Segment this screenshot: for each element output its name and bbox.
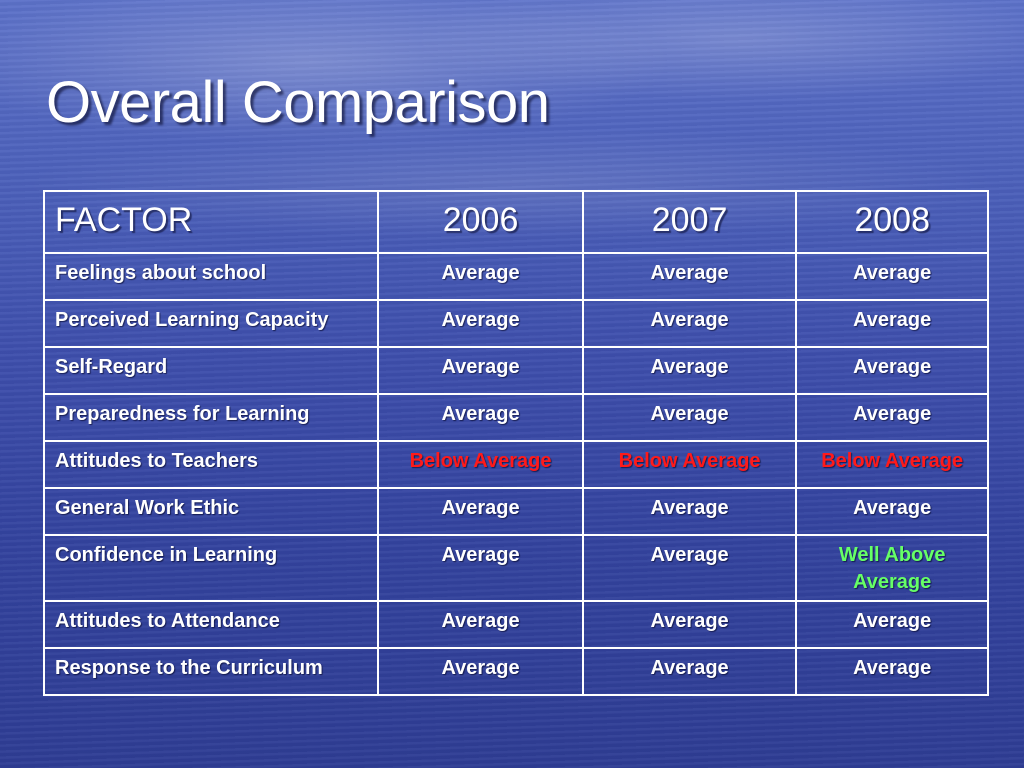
rating-cell: Average <box>377 600 584 649</box>
factor-cell: Confidence in Learning <box>42 534 380 602</box>
rating-cell: Average <box>795 299 989 348</box>
rating-cell: Average <box>581 600 798 649</box>
table-row: Attitudes to Attendance Average Average … <box>42 600 989 649</box>
header-row: FACTOR 2006 2007 2008 <box>42 190 989 254</box>
rating-cell: Average <box>377 487 584 536</box>
rating-cell: Average <box>377 299 584 348</box>
rating-cell-well-above-average: Well Above Average <box>795 534 989 602</box>
table-row: Response to the Curriculum Average Avera… <box>42 647 989 696</box>
rating-cell: Average <box>581 346 798 395</box>
header-2008: 2008 <box>795 190 989 254</box>
slide-title: Overall Comparison <box>46 70 550 135</box>
factor-cell: Feelings about school <box>42 252 380 301</box>
rating-cell: Average <box>795 393 989 442</box>
rating-cell-below-average: Below Average <box>581 440 798 489</box>
rating-cell-below-average: Below Average <box>795 440 989 489</box>
factor-cell: Attitudes to Attendance <box>42 600 380 649</box>
rating-cell: Average <box>795 346 989 395</box>
rating-cell: Average <box>581 534 798 602</box>
rating-cell-below-average: Below Average <box>377 440 584 489</box>
table-row: Self-Regard Average Average Average <box>42 346 989 395</box>
table-row: Preparedness for Learning Average Averag… <box>42 393 989 442</box>
table-row: Confidence in Learning Average Average W… <box>42 534 989 602</box>
rating-cell: Average <box>377 346 584 395</box>
factor-cell: Self-Regard <box>42 346 380 395</box>
rating-cell: Average <box>795 647 989 696</box>
table-row: Perceived Learning Capacity Average Aver… <box>42 299 989 348</box>
rating-cell: Average <box>795 487 989 536</box>
rating-cell: Average <box>581 252 798 301</box>
rating-cell: Average <box>377 252 584 301</box>
rating-cell: Average <box>377 534 584 602</box>
factor-cell: Perceived Learning Capacity <box>42 299 380 348</box>
rating-cell: Average <box>377 647 584 696</box>
rating-cell: Average <box>581 487 798 536</box>
factor-cell: Response to the Curriculum <box>42 647 380 696</box>
rating-cell: Average <box>377 393 584 442</box>
comparison-table: FACTOR 2006 2007 2008 Feelings about sch… <box>42 190 989 696</box>
table-row: Attitudes to Teachers Below Average Belo… <box>42 440 989 489</box>
header-2006: 2006 <box>377 190 584 254</box>
rating-cell: Average <box>795 600 989 649</box>
header-2007: 2007 <box>581 190 798 254</box>
rating-cell: Average <box>581 647 798 696</box>
table-row: General Work Ethic Average Average Avera… <box>42 487 989 536</box>
rating-cell: Average <box>581 393 798 442</box>
factor-cell: Attitudes to Teachers <box>42 440 380 489</box>
table-row: Feelings about school Average Average Av… <box>42 252 989 301</box>
header-factor: FACTOR <box>42 190 380 254</box>
factor-cell: General Work Ethic <box>42 487 380 536</box>
rating-cell: Average <box>795 252 989 301</box>
rating-cell: Average <box>581 299 798 348</box>
factor-cell: Preparedness for Learning <box>42 393 380 442</box>
